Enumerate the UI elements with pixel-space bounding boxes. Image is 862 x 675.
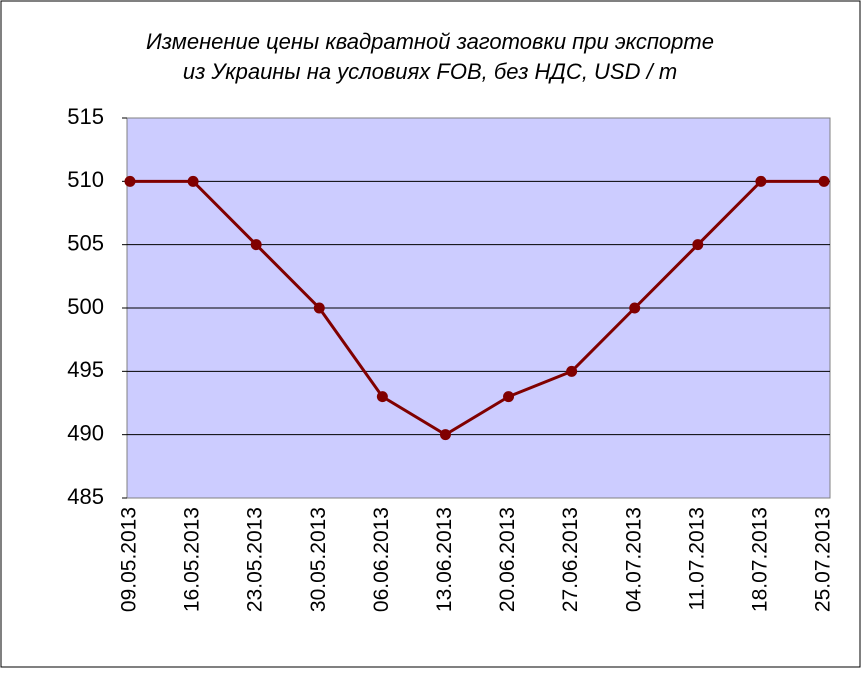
data-point — [250, 239, 262, 251]
data-point — [439, 429, 451, 441]
data-line — [130, 179, 824, 437]
y-tick-label: 485 — [67, 484, 104, 509]
data-point — [755, 175, 767, 187]
x-tick-label: 20.06.2013 — [496, 507, 519, 612]
chart-title: из Украины на условиях FOB, без НДС, USD… — [183, 59, 677, 84]
x-tick-label: 23.05.2013 — [244, 507, 267, 612]
y-tick-label: 490 — [67, 420, 104, 445]
data-point — [124, 175, 136, 187]
x-tick-label: 13.06.2013 — [433, 507, 456, 612]
chart-title: Изменение цены квадратной заготовки при … — [146, 29, 714, 54]
data-point — [818, 175, 830, 187]
data-point — [503, 391, 515, 403]
x-tick-label: 06.06.2013 — [370, 507, 393, 612]
data-point — [187, 175, 199, 187]
data-point — [629, 302, 641, 314]
x-tick-label: 30.05.2013 — [307, 507, 330, 612]
data-point — [566, 365, 578, 377]
y-tick-label: 515 — [67, 104, 104, 129]
x-tick-label: 09.05.2013 — [118, 507, 141, 612]
x-tick-label: 04.07.2013 — [622, 507, 645, 612]
data-point — [313, 302, 325, 314]
y-tick-label: 510 — [67, 167, 104, 192]
data-point — [376, 391, 388, 403]
x-tick-label: 25.07.2013 — [812, 507, 835, 612]
x-tick-label: 11.07.2013 — [685, 507, 708, 611]
data-point — [692, 239, 704, 251]
x-tick-label: 27.06.2013 — [559, 507, 582, 612]
y-tick-label: 500 — [67, 294, 104, 319]
x-tick-label: 18.07.2013 — [748, 507, 771, 612]
y-tick-label: 495 — [67, 357, 104, 382]
y-tick-label: 505 — [67, 230, 104, 255]
x-tick-label: 16.05.2013 — [181, 507, 204, 612]
